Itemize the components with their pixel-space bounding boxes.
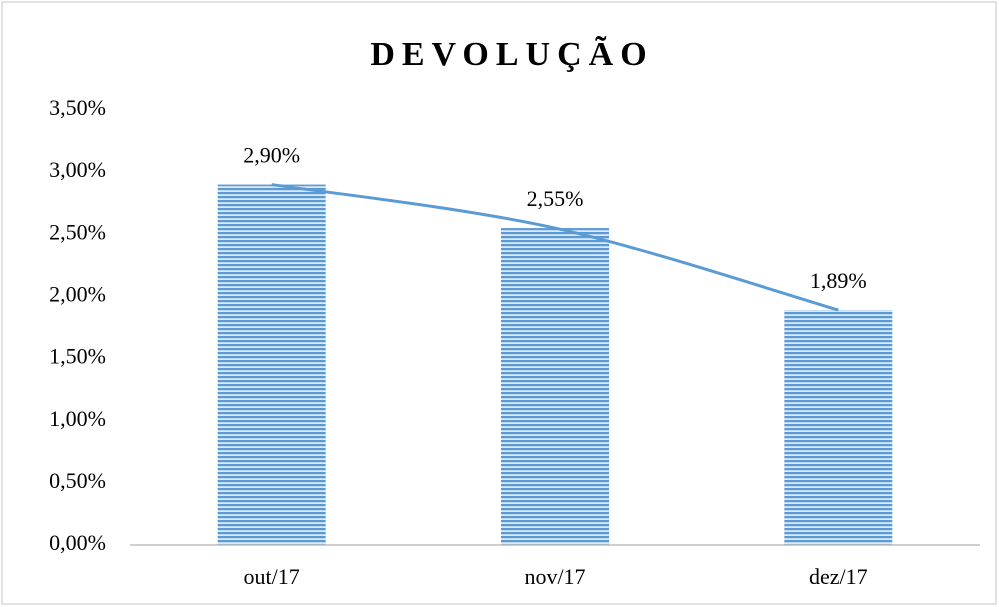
y-tick-label: 0,00% bbox=[49, 530, 106, 555]
chart-title: DEVOLUÇÃO bbox=[370, 36, 653, 73]
x-tick-label: out/17 bbox=[244, 564, 300, 589]
trendline bbox=[271, 183, 839, 312]
data-label: 2,90% bbox=[243, 143, 300, 168]
x-tick-label: nov/17 bbox=[524, 564, 585, 589]
y-tick-label: 3,00% bbox=[49, 157, 106, 182]
y-tick-label: 2,50% bbox=[49, 219, 106, 244]
y-tick-label: 1,50% bbox=[49, 344, 106, 369]
bar bbox=[217, 184, 326, 546]
data-label: 1,89% bbox=[810, 268, 867, 293]
y-tick-label: 1,00% bbox=[49, 406, 106, 431]
y-tick-label: 3,50% bbox=[49, 95, 106, 120]
bar bbox=[784, 310, 893, 545]
y-tick-label: 2,00% bbox=[49, 281, 106, 306]
data-label: 2,55% bbox=[527, 186, 584, 211]
y-tick-label: 0,50% bbox=[49, 468, 106, 493]
bar bbox=[501, 228, 609, 546]
x-tick-label: dez/17 bbox=[809, 564, 868, 589]
